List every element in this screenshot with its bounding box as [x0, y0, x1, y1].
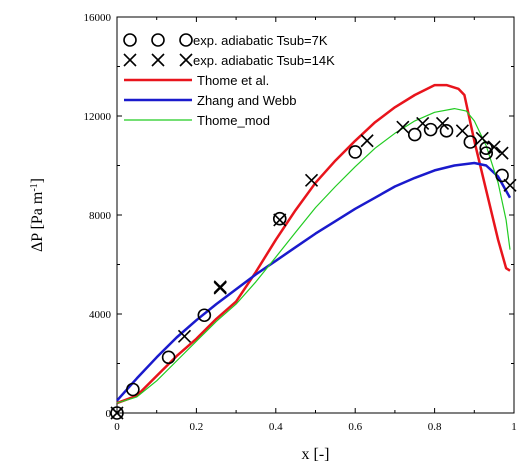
cross-marker	[416, 116, 430, 130]
legend-circle-marker	[151, 33, 165, 47]
y-tick-label: 16000	[84, 12, 112, 24]
cross-marker	[110, 406, 124, 420]
circle-marker	[439, 124, 454, 138]
circle-marker	[423, 122, 438, 137]
y-axis-label-main: ΔP [Pa m	[29, 191, 46, 252]
cross-marker	[213, 281, 227, 295]
circle-marker	[197, 308, 212, 323]
cross-marker	[396, 120, 410, 134]
legend: exp. adiabatic Tsub=7K exp. adiabatic Tsu…	[123, 33, 335, 128]
cross-marker	[475, 131, 489, 145]
circle-marker	[463, 135, 478, 149]
cross-marker	[455, 124, 469, 138]
y-axis-label-sup: -1	[29, 183, 40, 191]
y-tick-label: 8000	[89, 210, 112, 222]
legend-cross-marker	[151, 53, 165, 67]
circle-marker	[110, 406, 124, 420]
y-tick-label: 12000	[84, 111, 112, 123]
y-tick-label: 4000	[89, 309, 112, 321]
circle-marker	[479, 146, 494, 160]
circle-marker	[161, 350, 176, 365]
legend-label: exp. adiabatic Tsub=7K	[193, 33, 328, 48]
circle-marker	[348, 145, 363, 159]
x-tick-label: 0.4	[269, 421, 283, 433]
plot-frame	[116, 16, 515, 414]
x-tick-label: 0.8	[428, 421, 442, 433]
x-tick-label: 0	[114, 421, 120, 433]
circle-marker	[126, 382, 140, 397]
series-line-4	[116, 108, 511, 404]
legend-label: exp. adiabatic Tsub=14K	[193, 53, 335, 68]
legend-circle-marker	[123, 33, 137, 47]
y-axis-label: ΔP [Pa m-1]	[29, 178, 47, 252]
legend-label: Thome et al.	[197, 73, 269, 88]
cross-marker	[503, 178, 517, 192]
y-tick-label: 0	[106, 408, 112, 420]
circle-marker	[407, 127, 422, 142]
series-markers	[110, 116, 517, 420]
series-line-2	[116, 83, 511, 405]
x-axis-label: x [-]	[302, 446, 330, 463]
cross-marker	[213, 280, 227, 294]
y-axis-label-end: ]	[29, 178, 46, 183]
cross-marker	[495, 146, 509, 160]
x-tick-label: 0.2	[190, 421, 204, 433]
legend-entry-0: exp. adiabatic Tsub=7K	[123, 33, 328, 48]
legend-label: Thome_mod	[197, 113, 270, 128]
series-line-3	[116, 161, 512, 402]
legend-label: Zhang and Webb	[197, 93, 297, 108]
legend-circle-marker	[179, 33, 193, 47]
cross-marker	[487, 140, 501, 154]
circle-marker	[272, 211, 287, 226]
cross-marker	[304, 173, 319, 187]
series-lines	[116, 83, 512, 405]
axes: 0 0.2 0.4 0.6 0.8 1 0 4000 8000 12000 16000	[84, 12, 517, 433]
cross-marker	[177, 329, 192, 343]
x-tick-label: 0.6	[348, 421, 362, 433]
cross-marker	[273, 213, 287, 227]
legend-cross-marker	[179, 53, 193, 67]
legend-entry-2: Thome et al.	[124, 73, 269, 88]
legend-entry-1: exp. adiabatic Tsub=14K	[123, 53, 335, 68]
circle-marker	[495, 168, 509, 183]
x-tick-label: 1	[511, 421, 517, 433]
legend-cross-marker	[123, 53, 137, 67]
legend-entry-3: Zhang and Webb	[124, 93, 297, 108]
legend-entry-4: Thome_mod	[124, 113, 270, 128]
cross-marker	[435, 116, 450, 130]
cross-marker	[360, 134, 374, 148]
